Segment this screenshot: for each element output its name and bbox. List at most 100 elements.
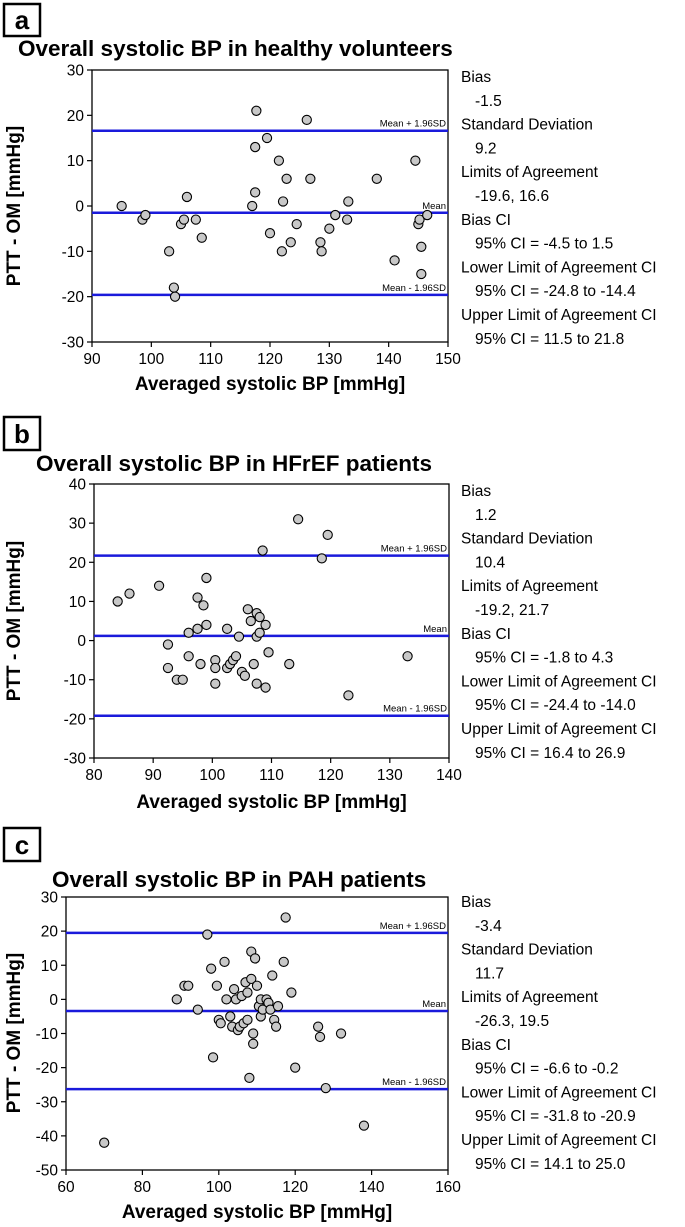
data-point xyxy=(402,651,413,662)
data-point xyxy=(261,132,273,144)
x-axis-label: Averaged systolic BP [mmHg] xyxy=(135,374,405,395)
stat-value: 95% CI = -4.5 to 1.5 xyxy=(475,236,613,253)
data-point xyxy=(322,529,333,541)
panel-label: a xyxy=(15,5,30,35)
x-axis-label: Averaged systolic BP [mmHg] xyxy=(136,792,406,813)
y-axis-label: PTT - OM [mmHg] xyxy=(4,953,25,1113)
data-point xyxy=(211,980,223,991)
y-tick-label: 30 xyxy=(67,63,85,80)
plot-area xyxy=(91,69,449,343)
data-point xyxy=(242,604,253,615)
data-point xyxy=(250,187,261,198)
data-point xyxy=(358,1120,370,1131)
data-point xyxy=(248,658,259,670)
y-tick-label: -10 xyxy=(62,244,85,261)
x-tick-label: 100 xyxy=(199,767,225,784)
data-point xyxy=(112,596,123,607)
y-tick-label: 0 xyxy=(77,633,86,650)
data-point xyxy=(202,929,213,940)
data-point xyxy=(162,639,174,650)
data-point xyxy=(290,1062,301,1073)
data-point xyxy=(183,980,194,991)
y-tick-label: 30 xyxy=(41,890,59,907)
chart-title: Overall systolic BP in HFrEF patients xyxy=(36,451,432,476)
stat-label: Lower Limit of Agreement CI xyxy=(461,1084,657,1101)
data-point xyxy=(324,223,335,234)
y-tick-label: 20 xyxy=(67,108,85,125)
data-point xyxy=(320,1082,331,1094)
data-point xyxy=(257,545,268,556)
data-point xyxy=(410,155,421,166)
y-tick-label: 0 xyxy=(75,199,84,216)
data-point xyxy=(140,209,151,221)
stat-label: Limits of Agreement xyxy=(461,989,599,1006)
data-point xyxy=(239,670,251,681)
stat-value: 95% CI = 14.1 to 25.0 xyxy=(475,1156,626,1173)
hline-label: Mean xyxy=(422,201,446,212)
stat-label: Standard Deviation xyxy=(461,531,593,548)
data-point xyxy=(219,956,230,967)
data-point xyxy=(201,572,212,584)
data-point xyxy=(242,1014,253,1025)
data-point xyxy=(272,1001,284,1012)
y-tick-label: 20 xyxy=(69,555,87,572)
y-tick-label: 0 xyxy=(49,992,58,1009)
y-tick-label: 10 xyxy=(67,153,85,170)
x-tick-label: 120 xyxy=(318,767,344,784)
data-point xyxy=(244,1072,255,1084)
x-tick-label: 140 xyxy=(376,351,402,368)
hline-label: Mean + 1.96SD xyxy=(381,544,447,555)
hline-label: Mean + 1.96SD xyxy=(380,921,446,932)
stat-label: Limits of Agreement xyxy=(461,578,599,595)
data-point xyxy=(210,678,221,689)
stat-value: 95% CI = -1.8 to 4.3 xyxy=(475,650,613,667)
hline-label: Mean - 1.96SD xyxy=(382,1077,446,1088)
data-point xyxy=(305,173,316,184)
x-tick-label: 160 xyxy=(435,1179,461,1196)
data-point xyxy=(273,155,285,166)
data-point xyxy=(414,214,425,225)
hline-label: Mean xyxy=(422,999,446,1010)
data-point xyxy=(210,662,221,674)
y-axis-label: PTT - OM [mmHg] xyxy=(4,126,25,286)
stat-value: -1.5 xyxy=(475,93,502,110)
x-tick-label: 100 xyxy=(206,1179,232,1196)
y-tick-label: -30 xyxy=(64,751,87,768)
data-point xyxy=(330,209,341,221)
y-axis-label: PTT - OM [mmHg] xyxy=(4,541,25,701)
data-point xyxy=(198,600,209,611)
data-point xyxy=(196,232,207,243)
data-point xyxy=(389,255,400,266)
data-point xyxy=(228,983,240,995)
data-point xyxy=(343,690,354,701)
data-point xyxy=(315,237,326,248)
x-tick-label: 140 xyxy=(436,767,462,784)
stat-label: Upper Limit of Agreement CI xyxy=(461,721,657,738)
stat-value: -19.2, 21.7 xyxy=(475,602,549,619)
x-tick-label: 80 xyxy=(85,767,103,784)
data-point xyxy=(341,214,353,225)
stat-label: Bias xyxy=(461,894,491,911)
data-point xyxy=(99,1137,110,1148)
data-point xyxy=(254,627,265,638)
data-point xyxy=(183,651,194,662)
stat-value: -26.3, 19.5 xyxy=(475,1013,549,1030)
hline-label: Mean - 1.96SD xyxy=(383,704,447,715)
stat-value: 95% CI = 16.4 to 26.9 xyxy=(475,745,625,762)
data-point xyxy=(277,196,289,207)
stat-value: 95% CI = -31.8 to -20.9 xyxy=(475,1108,636,1125)
panel-label: b xyxy=(14,419,30,449)
x-tick-label: 90 xyxy=(145,767,163,784)
stat-label: Standard Deviation xyxy=(461,942,593,959)
data-point xyxy=(250,141,261,153)
data-point xyxy=(221,994,232,1005)
data-point xyxy=(162,662,174,674)
x-tick-label: 110 xyxy=(198,351,223,368)
data-point xyxy=(116,200,127,212)
chart-title: Overall systolic BP in healthy volunteer… xyxy=(18,36,453,61)
stat-value: -19.6, 16.6 xyxy=(475,188,549,205)
y-tick-label: -50 xyxy=(36,1163,59,1180)
stat-value: -3.4 xyxy=(475,918,502,935)
y-tick-label: 30 xyxy=(69,516,87,533)
